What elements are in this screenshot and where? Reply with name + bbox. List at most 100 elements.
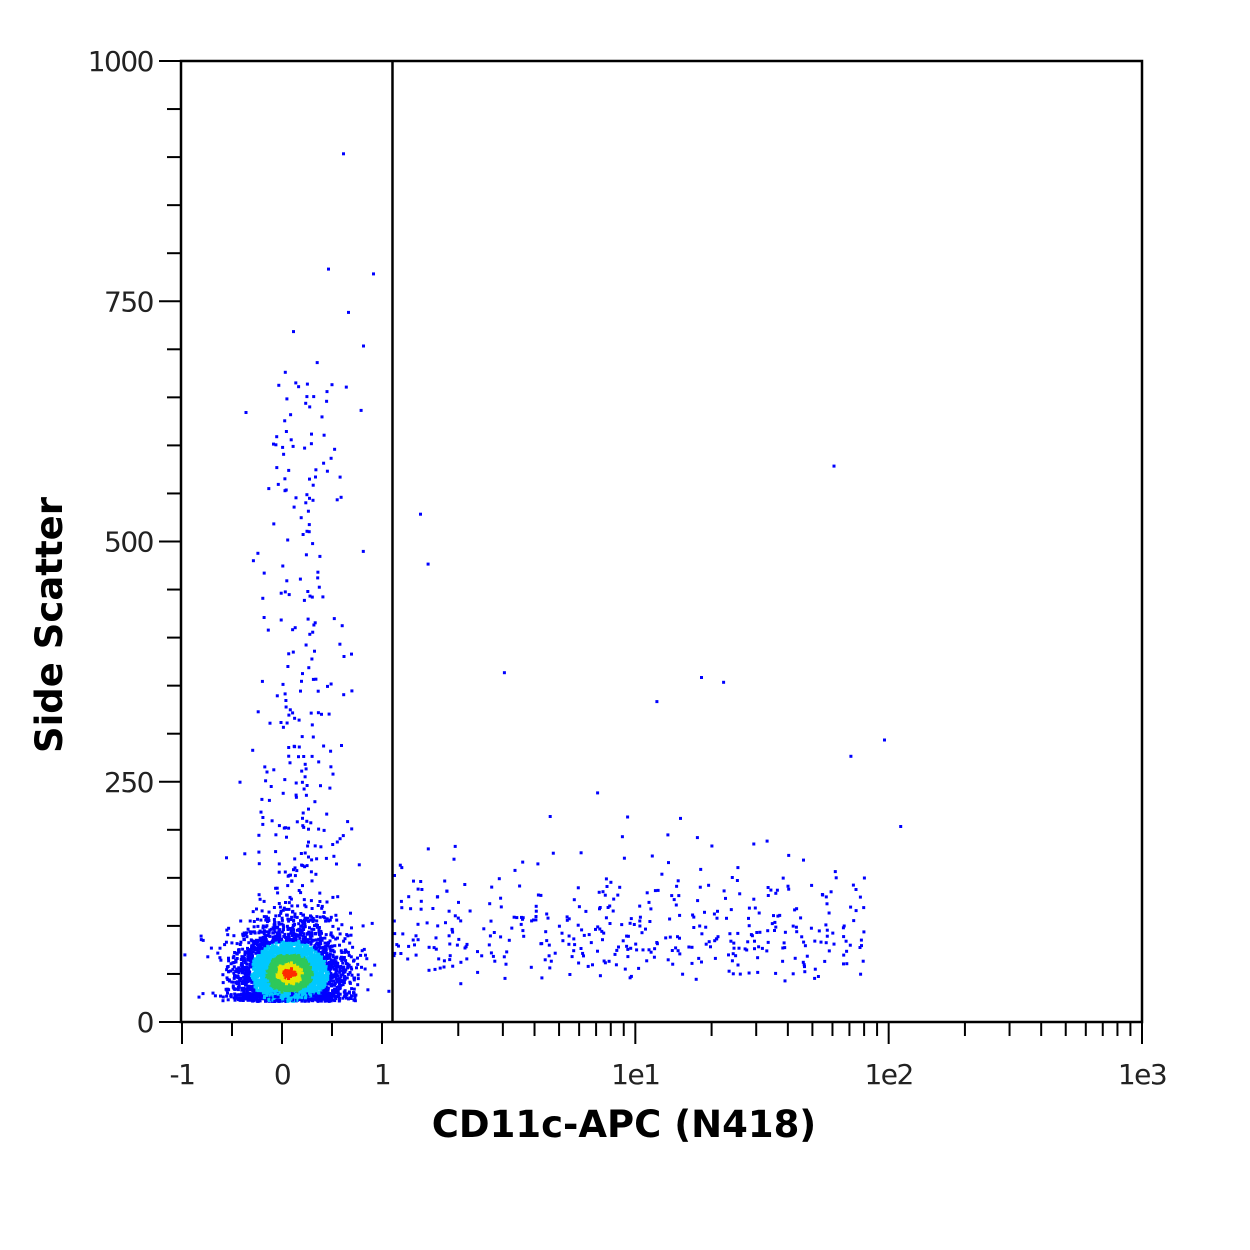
scatter-point: [713, 956, 717, 960]
scatter-point: [465, 942, 469, 946]
scatter-point: [279, 909, 283, 913]
scatter-point: [311, 677, 315, 681]
scatter-point: [766, 886, 770, 889]
scatter-point: [282, 973, 286, 977]
scatter-point: [306, 997, 310, 1000]
scatter-point: [691, 913, 695, 917]
scatter-point: [283, 948, 287, 952]
scatter-point: [291, 986, 295, 990]
scatter-point: [820, 893, 824, 896]
scatter-point: [324, 986, 328, 989]
scatter-point: [451, 930, 455, 934]
scatter-point: [259, 945, 263, 949]
scatter-point: [655, 942, 659, 946]
scatter-point: [825, 928, 829, 932]
scatter-point: [226, 987, 230, 991]
scatter-point: [290, 915, 294, 919]
scatter-point: [307, 987, 311, 991]
scatter-point: [258, 955, 262, 959]
scatter-point: [314, 947, 318, 951]
scatter-point: [305, 959, 309, 963]
scatter-point: [480, 954, 484, 958]
scatter-point: [241, 932, 245, 936]
scatter-point: [271, 977, 275, 981]
scatter-point: [300, 993, 304, 997]
scatter-point: [736, 931, 740, 935]
scatter-point: [336, 895, 340, 899]
scatter-point: [567, 934, 571, 938]
scatter-point: [335, 498, 339, 502]
scatter-point: [247, 970, 251, 974]
scatter-point: [295, 998, 299, 1002]
scatter-point: [713, 939, 717, 943]
scatter-point: [359, 408, 363, 412]
scatter-point: [281, 445, 285, 449]
scatter-point: [213, 994, 217, 998]
scatter-point: [324, 946, 327, 950]
scatter-point: [306, 944, 310, 948]
scatter-point: [339, 979, 343, 982]
scatter-point: [302, 598, 306, 602]
scatter-point: [277, 977, 281, 981]
scatter-point: [310, 915, 314, 919]
scatter-point: [445, 889, 449, 893]
scatter-point: [225, 965, 229, 969]
scatter-point: [362, 947, 366, 951]
scatter-point: [305, 395, 309, 399]
scatter-point: [247, 972, 251, 976]
scatter-point: [305, 784, 309, 787]
scatter-point: [288, 761, 292, 765]
scatter-point: [305, 946, 309, 950]
scatter-point: [302, 787, 306, 791]
scatter-point: [256, 957, 260, 961]
scatter-point: [279, 911, 283, 915]
scatter-point: [448, 958, 452, 962]
scatter-point: [598, 974, 602, 978]
scatter-point: [687, 945, 691, 949]
scatter-point: [265, 951, 269, 955]
scatter-point: [626, 947, 630, 951]
scatter-point: [315, 857, 319, 861]
scatter-point: [489, 951, 493, 955]
scatter-point: [774, 971, 778, 975]
scatter-point: [311, 498, 315, 502]
scatter-point: [325, 917, 329, 921]
scatter-point: [269, 927, 273, 931]
scatter-point: [271, 943, 274, 947]
scatter-point: [451, 964, 455, 968]
scatter-point: [323, 941, 327, 945]
scatter-point: [248, 948, 251, 952]
scatter-point: [597, 890, 601, 894]
scatter-point: [582, 933, 586, 937]
scatter-point: [349, 965, 353, 969]
scatter-point: [310, 959, 314, 963]
scatter-point: [254, 951, 258, 955]
scatter-point: [255, 984, 259, 988]
scatter-point: [281, 908, 285, 912]
scatter-point: [263, 937, 267, 941]
scatter-point: [257, 966, 261, 970]
scatter-point: [312, 938, 316, 942]
scatter-point: [294, 381, 298, 385]
scatter-point: [299, 852, 303, 855]
scatter-point: [341, 983, 345, 987]
scatter-point: [315, 953, 319, 957]
scatter-point: [311, 973, 315, 977]
scatter-point: [242, 934, 246, 938]
scatter-point: [262, 994, 266, 998]
scatter-point: [650, 854, 654, 858]
scatter-point: [513, 868, 517, 872]
scatter-point: [247, 941, 251, 945]
scatter-point: [781, 959, 785, 963]
scatter-point: [238, 780, 242, 784]
scatter-point: [598, 927, 602, 931]
scatter-point: [363, 967, 367, 971]
scatter-point: [241, 993, 245, 997]
scatter-point: [499, 905, 503, 909]
scatter-point: [274, 982, 278, 986]
scatter-point: [813, 939, 817, 943]
scatter-point: [319, 959, 323, 963]
scatter-point: [296, 984, 300, 988]
scatter-point: [553, 951, 557, 955]
